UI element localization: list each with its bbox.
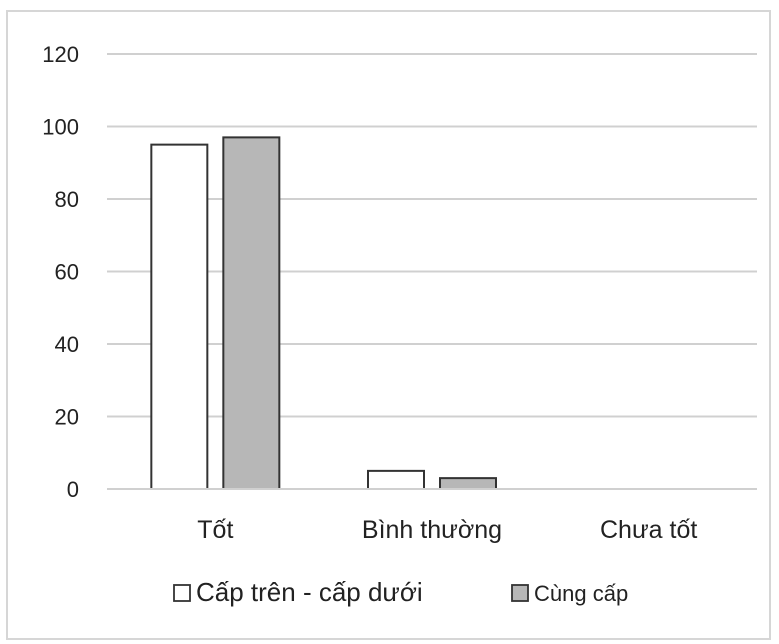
y-tick-label: 100 [42, 115, 79, 140]
bar-cung-cap [439, 477, 497, 490]
y-axis-ticks: 0 20 40 60 80 100 120 [42, 42, 79, 502]
chart-frame [6, 10, 771, 640]
bar-cap-tren-cap-duoi [367, 469, 425, 490]
y-tick-label: 40 [55, 332, 79, 357]
bar-cap-tren-cap-duoi [150, 143, 209, 490]
x-category-label: Chưa tốt [600, 516, 697, 544]
legend: Cấp trên - cấp dưới Cùng cấp [173, 577, 628, 607]
bars [150, 136, 497, 490]
x-axis-categories: Tốt Bình thường Chưa tốt [197, 516, 697, 544]
y-tick-label: 120 [42, 42, 79, 67]
y-tick-label: 60 [55, 260, 79, 285]
legend-swatch [173, 584, 191, 602]
legend-label: Cùng cấp [534, 581, 628, 606]
y-tick-label: 20 [55, 405, 79, 430]
legend-label: Cấp trên - cấp dưới [196, 577, 423, 607]
y-tick-label: 80 [55, 187, 79, 212]
bar-cung-cap [222, 136, 281, 490]
y-tick-label: 0 [67, 477, 79, 502]
legend-swatch [511, 584, 529, 602]
x-category-label: Bình thường [362, 516, 502, 544]
x-category-label: Tốt [197, 516, 233, 544]
gridlines [107, 53, 757, 418]
